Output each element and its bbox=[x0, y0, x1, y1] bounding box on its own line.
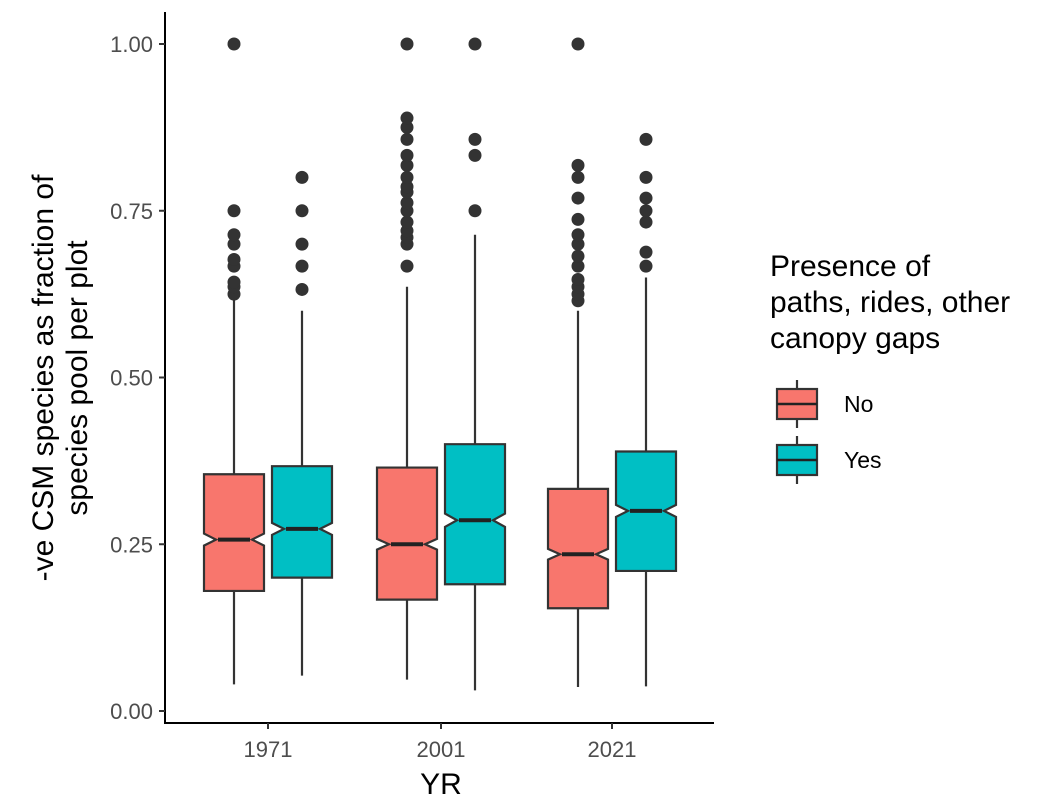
outlier-point bbox=[639, 215, 653, 229]
outlier-point bbox=[571, 228, 585, 242]
legend-key-yes: Yes bbox=[775, 436, 882, 484]
box-body bbox=[443, 443, 507, 586]
outlier-point bbox=[400, 180, 414, 194]
box-no-2021 bbox=[546, 37, 610, 687]
outlier-point bbox=[639, 132, 653, 146]
outlier-point bbox=[571, 249, 585, 263]
legend-title-line-2: paths, rides, other bbox=[770, 286, 1010, 319]
outlier-point bbox=[400, 37, 414, 51]
outlier-point bbox=[571, 259, 585, 273]
outlier-point bbox=[295, 282, 309, 296]
box-yes-1971 bbox=[270, 170, 334, 676]
outlier-point bbox=[400, 170, 414, 184]
outlier-point bbox=[400, 111, 414, 125]
outlier-point bbox=[227, 252, 241, 266]
outlier-point bbox=[227, 237, 241, 251]
box-yes-2021 bbox=[614, 132, 678, 687]
box-body bbox=[375, 466, 439, 601]
x-axis-title: YR bbox=[420, 768, 462, 801]
outlier-point bbox=[639, 170, 653, 184]
y-tick-label: 0.75 bbox=[110, 199, 153, 224]
outlier-point bbox=[400, 148, 414, 162]
box-no-1971 bbox=[202, 37, 266, 685]
outlier-point bbox=[639, 245, 653, 259]
outlier-point bbox=[571, 237, 585, 251]
legend-label-yes: Yes bbox=[844, 447, 882, 473]
legend-title-line-1: Presence of bbox=[770, 250, 931, 283]
box-body bbox=[546, 487, 610, 610]
outlier-point bbox=[400, 158, 414, 172]
outlier-point bbox=[400, 259, 414, 273]
outlier-point bbox=[639, 204, 653, 218]
outlier-point bbox=[571, 191, 585, 205]
y-tick-label: 1.00 bbox=[110, 32, 153, 57]
outlier-point bbox=[468, 132, 482, 146]
plot-area bbox=[202, 37, 678, 691]
outlier-point bbox=[571, 170, 585, 184]
outlier-point bbox=[295, 237, 309, 251]
outlier-point bbox=[227, 228, 241, 242]
outlier-point bbox=[400, 215, 414, 229]
axes: 0.00 0.25 0.50 0.75 1.00 1971 2001 2021 bbox=[110, 12, 714, 762]
box-body bbox=[270, 465, 334, 579]
x-tick-label: 2021 bbox=[588, 737, 637, 762]
x-tick-label: 1971 bbox=[244, 737, 293, 762]
legend-label-no: No bbox=[844, 391, 873, 417]
y-tick-label: 0.25 bbox=[110, 532, 153, 557]
legend-title-line-3: canopy gaps bbox=[770, 322, 940, 355]
x-tick-label: 2001 bbox=[417, 737, 466, 762]
legend: Presence of paths, rides, other canopy g… bbox=[770, 250, 1010, 484]
outlier-point bbox=[400, 196, 414, 210]
outlier-point bbox=[571, 212, 585, 226]
outlier-point bbox=[468, 204, 482, 218]
outlier-point bbox=[571, 37, 585, 51]
y-axis-title-line-1: -ve CSM species as fraction of bbox=[27, 174, 60, 581]
outlier-point bbox=[400, 120, 414, 134]
legend-key-no: No bbox=[775, 380, 873, 428]
box-no-2001 bbox=[375, 37, 439, 680]
outlier-point bbox=[468, 148, 482, 162]
outlier-point bbox=[227, 275, 241, 289]
box-body bbox=[202, 473, 266, 593]
outlier-point bbox=[295, 204, 309, 218]
outlier-point bbox=[295, 170, 309, 184]
outlier-point bbox=[639, 259, 653, 273]
outlier-point bbox=[227, 204, 241, 218]
box-yes-2001 bbox=[443, 37, 507, 691]
y-tick-label: 0.50 bbox=[110, 366, 153, 391]
y-tick-label: 0.00 bbox=[110, 699, 153, 724]
outlier-point bbox=[639, 191, 653, 205]
outlier-point bbox=[571, 272, 585, 286]
outlier-point bbox=[571, 158, 585, 172]
outlier-point bbox=[400, 132, 414, 146]
outlier-point bbox=[295, 259, 309, 273]
y-axis-title: -ve CSM species as fraction of species p… bbox=[27, 174, 94, 581]
outlier-point bbox=[227, 37, 241, 51]
outlier-point bbox=[468, 37, 482, 51]
y-axis-title-line-2: species pool per plot bbox=[61, 240, 94, 516]
